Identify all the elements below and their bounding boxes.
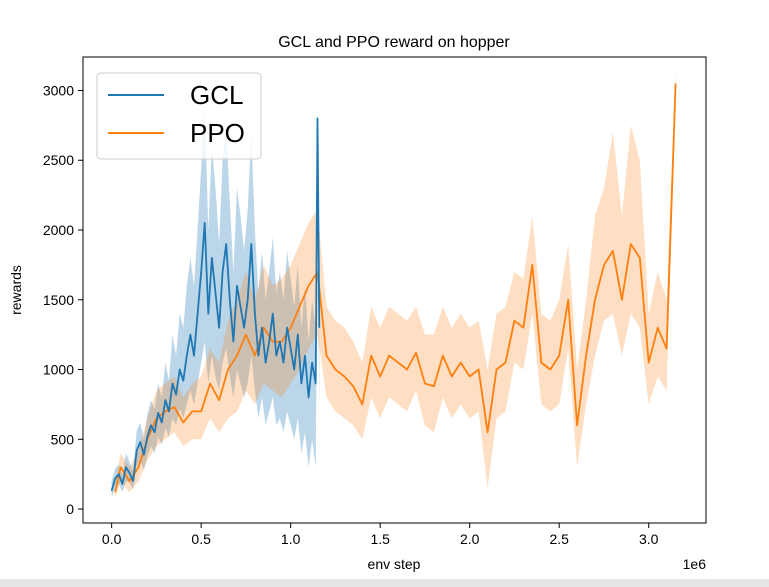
series-lines — [110, 83, 677, 493]
legend-gcl-label: GCL — [190, 80, 243, 110]
x-tick-label: 0.0 — [102, 531, 122, 547]
y-tick-label: 1500 — [43, 292, 74, 308]
y-axis-label: rewards — [8, 265, 24, 315]
legend-ppo-label: PPO — [190, 118, 245, 148]
x-tick-label: 3.0 — [639, 531, 659, 547]
x-tick-label: 2.0 — [460, 531, 480, 547]
y-tick-label: 3000 — [43, 82, 74, 98]
gcl-line — [110, 117, 321, 492]
y-tick-label: 1000 — [43, 362, 74, 378]
x-tick-label: 0.5 — [191, 531, 211, 547]
x-tick-label: 2.5 — [549, 531, 569, 547]
y-tick-label: 0 — [66, 501, 74, 517]
x-axis-ticks: 0.0 0.5 1.0 1.5 2.0 2.5 3.0 — [102, 523, 659, 547]
gcl-band — [111, 104, 320, 498]
confidence-bands — [111, 69, 676, 498]
plot-frame — [82, 56, 707, 524]
ppo-band — [115, 69, 676, 498]
y-tick-label: 2500 — [43, 152, 74, 168]
x-axis-label: env step — [368, 556, 421, 572]
y-tick-label: 500 — [51, 431, 75, 447]
legend: GCL PPO — [96, 72, 262, 160]
bottom-strip — [0, 579, 769, 587]
x-tick-label: 1.5 — [370, 531, 390, 547]
ppo-line — [114, 83, 677, 493]
x-offset-label: 1e6 — [683, 556, 707, 572]
y-axis-ticks: 0 500 1000 1500 2000 2500 3000 — [43, 82, 83, 517]
x-tick-label: 1.0 — [281, 531, 301, 547]
y-tick-label: 2000 — [43, 222, 74, 238]
chart-title: GCL and PPO reward on hopper — [278, 34, 510, 51]
